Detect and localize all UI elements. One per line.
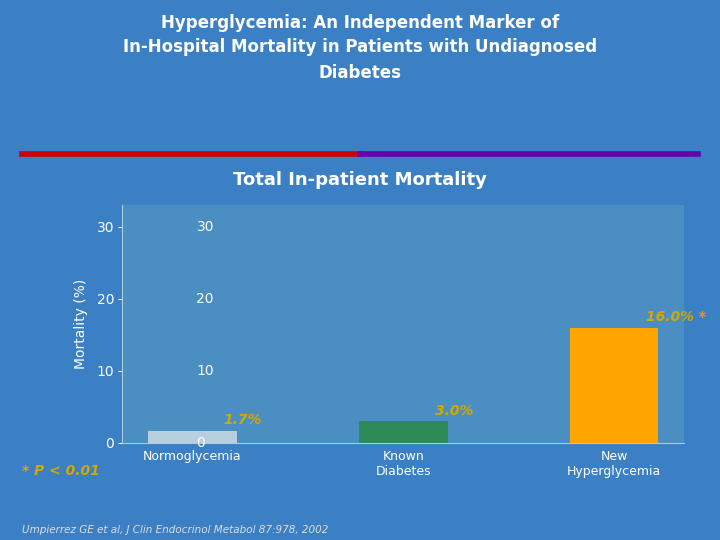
Text: 1.7%: 1.7% [224,413,262,427]
Text: 30: 30 [197,220,214,234]
Bar [570,328,659,443]
Text: 20: 20 [197,292,214,306]
Text: 0: 0 [197,436,205,450]
Y-axis label: Mortality (%): Mortality (%) [74,279,88,369]
Text: * P < 0.01: * P < 0.01 [22,464,99,478]
Text: 16.0% *: 16.0% * [646,310,706,324]
Text: 10: 10 [197,364,214,378]
Bar [148,430,237,443]
Bar [359,421,448,443]
Text: 3.0%: 3.0% [435,403,473,417]
Text: Total In-patient Mortality: Total In-patient Mortality [233,171,487,188]
Text: Umpierrez GE et al, J Clin Endocrinol Metabol 87:978, 2002: Umpierrez GE et al, J Clin Endocrinol Me… [22,524,328,535]
Text: Hyperglycemia: An Independent Marker of
In-Hospital Mortality in Patients with U: Hyperglycemia: An Independent Marker of … [123,14,597,82]
